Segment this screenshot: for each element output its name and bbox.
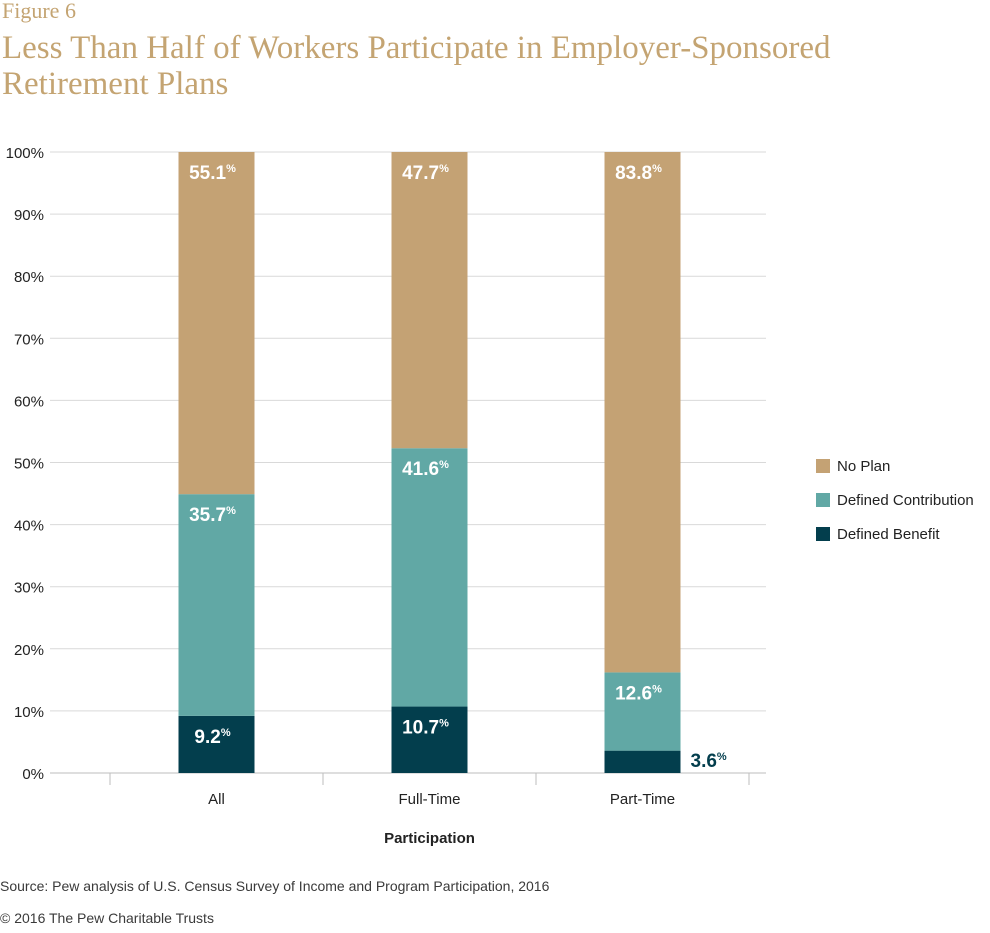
legend-label-no-plan: No Plan — [837, 457, 891, 475]
bar-segment-defined-contribution-full-time — [391, 448, 468, 707]
x-tick-label: Full-Time — [399, 791, 461, 808]
legend-item-defined-benefit: Defined Benefit — [816, 523, 974, 545]
y-tick-label: 20% — [14, 642, 44, 659]
data-label-defined-benefit-part-time: 3.6% — [691, 751, 727, 772]
y-tick-label: 30% — [14, 580, 44, 597]
legend-item-defined-contribution: Defined Contribution — [816, 489, 974, 511]
chart-title: Less Than Half of Workers Participate in… — [2, 30, 831, 102]
y-tick-label: 40% — [14, 518, 44, 535]
y-tick-label: 80% — [14, 269, 44, 286]
y-tick-label: 0% — [22, 766, 44, 783]
data-label-defined-contribution-full-time: 41.6% — [402, 459, 449, 480]
y-tick-label: 50% — [14, 456, 44, 473]
legend-swatch-defined-contribution — [816, 493, 830, 507]
bar-segment-defined-benefit-full-time — [391, 706, 468, 773]
figure-label: Figure 6 — [2, 0, 76, 23]
data-label-no-plan-part-time: 83.8% — [615, 163, 662, 184]
bar-segment-defined-contribution-part-time — [604, 672, 681, 751]
data-label-defined-contribution-part-time: 12.6% — [615, 683, 662, 704]
bar-segment-defined-benefit-part-time — [604, 750, 681, 773]
chart-legend: No Plan Defined Contribution Defined Ben… — [816, 455, 974, 557]
y-tick-label: 60% — [14, 393, 44, 410]
legend-swatch-defined-benefit — [816, 527, 830, 541]
bar-segment-no-plan-all — [178, 152, 255, 495]
x-tick-label: Part-Time — [610, 791, 675, 808]
y-tick-label: 70% — [14, 331, 44, 348]
legend-swatch-no-plan — [816, 459, 830, 473]
bar-segment-no-plan-full-time — [391, 152, 468, 449]
bar-segment-defined-benefit-all — [178, 715, 255, 773]
y-tick-label: 100% — [6, 145, 44, 162]
y-tick-label: 10% — [14, 704, 44, 721]
x-tick-label: All — [208, 791, 225, 808]
data-label-defined-contribution-all: 35.7% — [189, 505, 236, 526]
y-tick-label: 90% — [14, 207, 44, 224]
legend-item-no-plan: No Plan — [816, 455, 974, 477]
legend-label-defined-benefit: Defined Benefit — [837, 525, 940, 543]
data-label-no-plan-full-time: 47.7% — [402, 163, 449, 184]
bar-segment-defined-contribution-all — [178, 494, 255, 716]
data-label-no-plan-all: 55.1% — [189, 163, 236, 184]
legend-label-defined-contribution: Defined Contribution — [837, 491, 974, 509]
data-label-defined-benefit-full-time: 10.7% — [402, 718, 449, 739]
stacked-bar-chart: 0%10%20%30%40%50%60%70%80%90%100%9.2%35.… — [6, 145, 766, 847]
x-axis-title: Participation — [384, 830, 475, 847]
source-note: Source: Pew analysis of U.S. Census Surv… — [0, 878, 550, 894]
bar-segment-no-plan-part-time — [604, 152, 681, 673]
copyright-note: © 2016 The Pew Charitable Trusts — [0, 910, 214, 926]
